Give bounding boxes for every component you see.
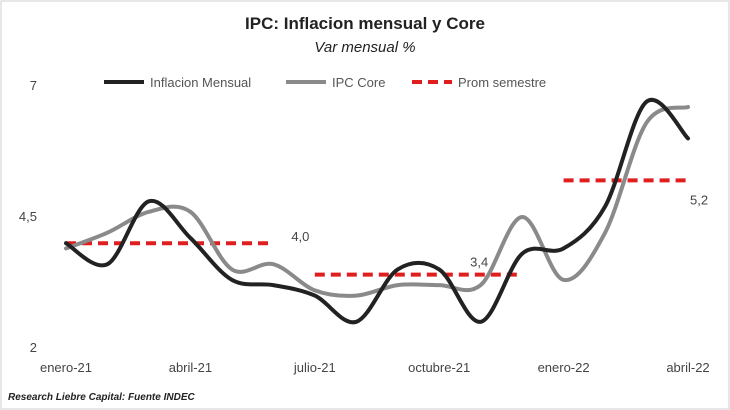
avg-label: 4,0 (291, 229, 309, 244)
plot-area: 4,0 3,4 5,2 (64, 97, 708, 325)
y-tick-label: 7 (30, 78, 37, 93)
y-tick-label: 4,5 (19, 209, 37, 224)
legend: Inflacion Mensual IPC Core Prom semestre (104, 75, 546, 90)
x-tick-label: julio-21 (293, 360, 336, 375)
y-axis: 24,57 (19, 78, 37, 355)
avg-label: 5,2 (690, 192, 708, 207)
series-line-ipc-core (64, 105, 690, 298)
x-tick-label: abril-22 (666, 360, 709, 375)
x-axis: enero-21 abril-21 julio-21 octubre-21 enero-… (40, 360, 710, 375)
chart-subtitle: Var mensual % (314, 39, 415, 56)
chart-title: IPC: Inflacion mensual y Core (245, 14, 485, 33)
x-tick-label: octubre-21 (408, 360, 470, 375)
x-tick-label: enero-22 (538, 360, 590, 375)
y-tick-label: 2 (30, 340, 37, 355)
x-tick-label: enero-21 (40, 360, 92, 375)
source-note: Research Liebre Capital: Fuente INDEC (8, 392, 195, 403)
avg-label: 3,4 (470, 255, 488, 270)
legend-label: Inflacion Mensual (150, 75, 251, 90)
legend-label: Prom semestre (458, 75, 546, 90)
legend-label: IPC Core (332, 75, 385, 90)
x-tick-label: abril-21 (169, 360, 212, 375)
series-line-inflacion-mensual (64, 97, 690, 325)
